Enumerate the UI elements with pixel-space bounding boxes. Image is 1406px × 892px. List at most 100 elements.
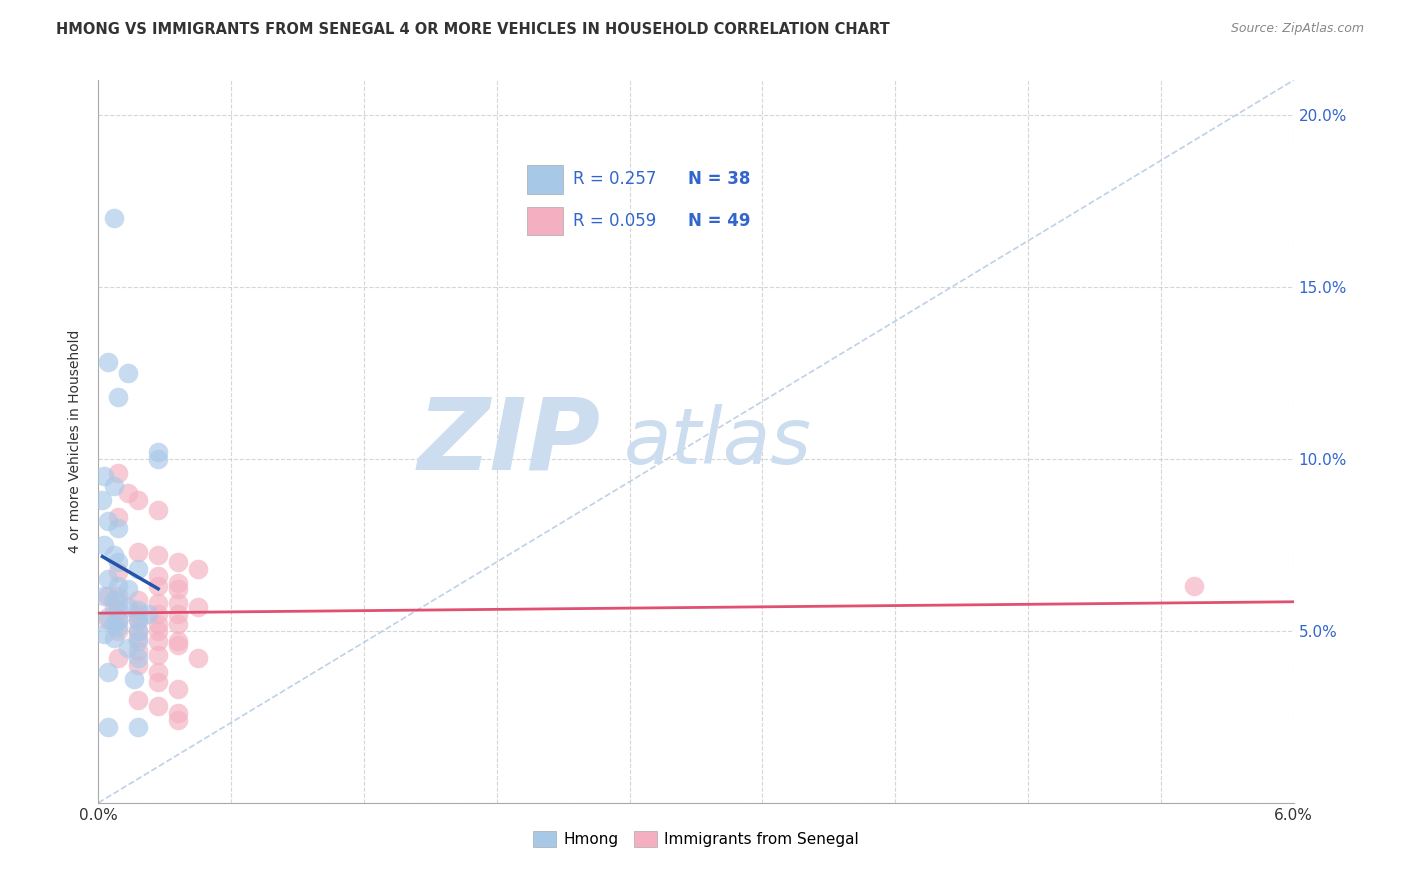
Point [103,211,125,225]
Point [103,599,125,614]
Point [117,640,139,655]
Point [117,366,139,380]
Point [127,544,149,558]
Point [107,651,129,665]
Point [97,514,120,528]
FancyBboxPatch shape [527,207,562,235]
Point [148,579,170,593]
Point [187,599,209,614]
Point [107,520,129,534]
Point [107,614,129,628]
Point [127,644,149,658]
Point [97,610,120,624]
Point [148,665,170,679]
Point [127,607,149,621]
Point [127,624,149,638]
Point [167,596,190,610]
Point [148,548,170,562]
Point [107,603,129,617]
Point [93,469,115,483]
Point [107,566,129,580]
Point [103,479,125,493]
Point [167,713,190,727]
Point [107,466,129,480]
Point [107,510,129,524]
Point [107,596,129,610]
Point [148,675,170,690]
Point [127,624,149,638]
Point [97,720,120,734]
Point [107,579,129,593]
Point [136,607,159,621]
Point [117,486,139,500]
Point [148,607,170,621]
Point [103,616,125,631]
Point [167,607,190,621]
Point [148,503,170,517]
Point [127,720,149,734]
Point [167,616,190,631]
Text: atlas: atlas [624,403,813,480]
Point [127,651,149,665]
Point [127,614,149,628]
Point [127,658,149,673]
Point [127,562,149,576]
Point [124,672,146,686]
Point [103,631,125,645]
Point [167,575,190,590]
Y-axis label: 4 or more Vehicles in Household: 4 or more Vehicles in Household [69,330,83,553]
Point [148,451,170,466]
Point [187,562,209,576]
Point [97,665,120,679]
Point [167,638,190,652]
Point [107,555,129,569]
Point [187,651,209,665]
Point [167,582,190,597]
Point [97,614,120,628]
Text: R = 0.059: R = 0.059 [574,212,657,230]
Text: HMONG VS IMMIGRANTS FROM SENEGAL 4 OR MORE VEHICLES IN HOUSEHOLD CORRELATION CHA: HMONG VS IMMIGRANTS FROM SENEGAL 4 OR MO… [56,22,890,37]
Point [91,493,114,508]
Point [167,706,190,721]
Point [148,596,170,610]
Point [127,603,149,617]
Point [148,624,170,638]
Point [107,624,129,638]
Point [148,568,170,582]
Point [103,592,125,607]
Point [97,572,120,586]
Point [1182,579,1205,593]
Point [127,614,149,628]
Point [148,699,170,714]
FancyBboxPatch shape [527,165,562,194]
Legend: Hmong, Immigrants from Senegal: Hmong, Immigrants from Senegal [527,825,865,853]
Point [93,538,115,552]
Point [93,627,115,641]
Point [97,590,120,604]
Point [127,631,149,645]
Point [97,355,120,369]
Point [93,590,115,604]
Point [167,555,190,569]
Point [107,620,129,634]
Point [148,445,170,459]
Text: ZIP: ZIP [418,393,600,490]
Point [117,582,139,597]
Point [117,599,139,614]
Point [167,634,190,648]
Point [103,548,125,562]
Point [127,592,149,607]
Text: R = 0.257: R = 0.257 [574,170,657,188]
Point [127,692,149,706]
Point [148,634,170,648]
Point [127,493,149,508]
Point [107,614,129,628]
Text: N = 38: N = 38 [688,170,751,188]
Point [127,634,149,648]
Point [148,616,170,631]
Point [148,648,170,662]
Text: Source: ZipAtlas.com: Source: ZipAtlas.com [1230,22,1364,36]
Point [107,390,129,404]
Text: N = 49: N = 49 [688,212,751,230]
Point [107,590,129,604]
